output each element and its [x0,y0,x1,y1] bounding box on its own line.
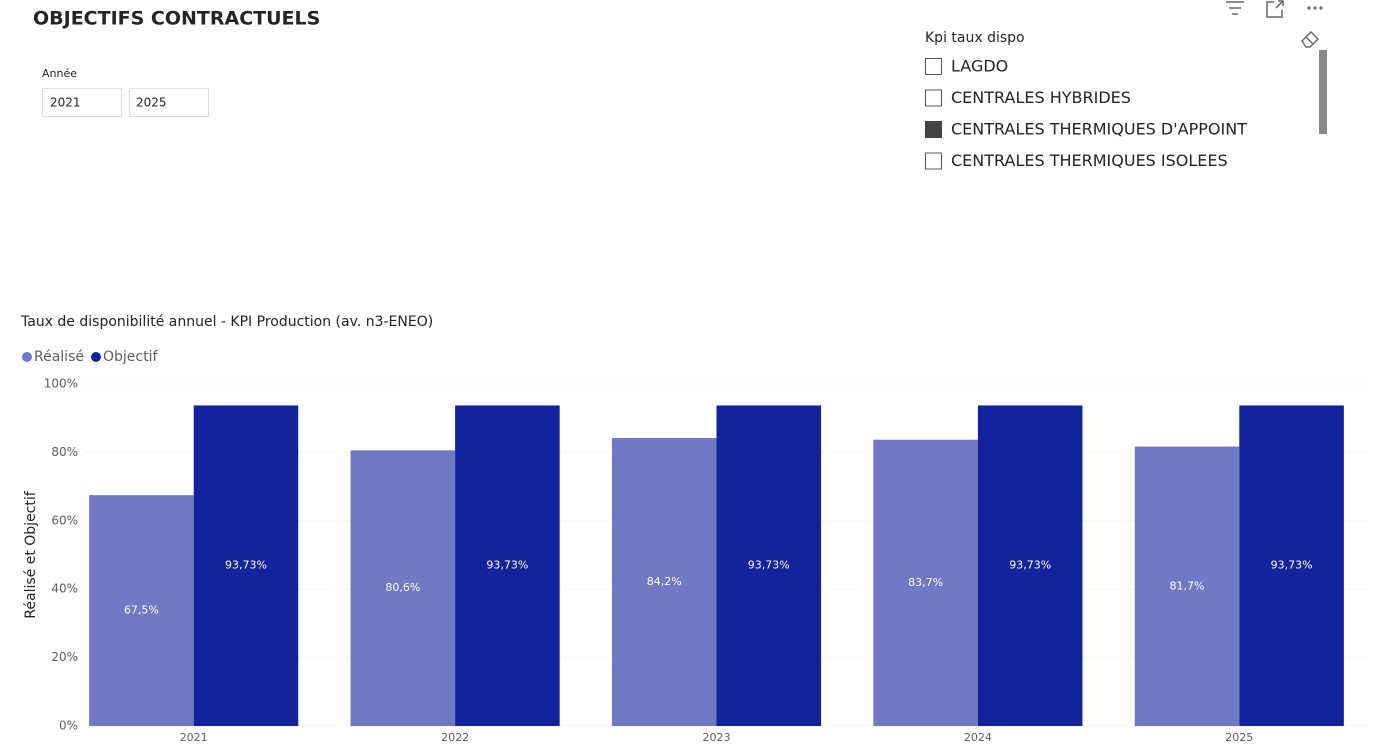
data-label: 84,2% [647,575,682,588]
y-tick-label: 0% [59,719,78,733]
data-label: 80,6% [385,581,420,594]
data-label: 81,7% [1170,579,1205,592]
x-tick-label: 2025 [1225,731,1253,744]
y-tick-label: 100% [44,377,78,391]
data-label: 67,5% [124,604,159,617]
x-tick-label: 2024 [964,731,992,744]
y-tick-label: 60% [51,513,78,527]
clear-icon[interactable] [1301,31,1319,48]
year-to: 2025 [136,96,167,110]
bar [350,450,456,726]
data-label: 93,73% [1009,559,1051,572]
year-from-box[interactable] [42,88,122,117]
y-tick-label: 40% [51,582,78,596]
slicer-item[interactable]: CENTRALES HYBRIDES [951,88,1131,107]
legend-label: Réalisé [34,349,84,365]
data-label: 93,73% [225,559,267,572]
year-to-box[interactable] [129,88,209,117]
legend-marker [90,352,101,362]
bar [455,405,560,726]
y-axis-title: Réalisé et Objectif [23,490,39,618]
slicer-item[interactable]: CENTRALES THERMIQUES ISOLEES [951,151,1228,170]
y-tick-label: 80% [51,445,78,459]
filter-icon[interactable] [1226,1,1244,15]
legend-marker [22,352,32,362]
x-tick-label: 2023 [703,731,731,744]
checkbox[interactable] [925,89,942,107]
slicer-item[interactable]: CENTRALES THERMIQUES D'APPOINT [951,120,1247,139]
data-label: 93,73% [1271,559,1313,572]
scrollbar[interactable] [1319,50,1327,134]
data-label: 93,73% [748,559,790,572]
slicer-title: Kpi taux dispo [925,30,1025,46]
checkbox[interactable] [925,121,942,138]
slicer-item[interactable]: LAGDO [951,57,1008,76]
bar [1239,405,1344,726]
year-from: 2021 [50,96,81,110]
bar [977,405,1083,726]
data-label: 83,7% [908,576,943,589]
bar [193,405,299,726]
checkbox[interactable] [925,58,942,75]
bar [1134,446,1240,726]
slicer-label: Année [42,67,77,80]
bar [716,405,822,726]
bar [873,439,978,726]
bar [89,495,194,726]
x-tick-label: 2021 [180,731,208,744]
y-tick-label: 20% [51,650,78,664]
bar [611,438,717,726]
chart-title: Taux de disponibilité annuel - KPI Produ… [20,314,433,330]
legend-label: Objectif [103,349,158,365]
checkbox[interactable] [925,152,942,170]
focus-icon[interactable] [1266,0,1284,18]
x-tick-label: 2022 [441,731,469,744]
page-title: OBJECTIFS CONTRACTUELS [33,8,320,30]
more-icon[interactable] [1307,6,1323,10]
data-label: 93,73% [486,559,528,572]
